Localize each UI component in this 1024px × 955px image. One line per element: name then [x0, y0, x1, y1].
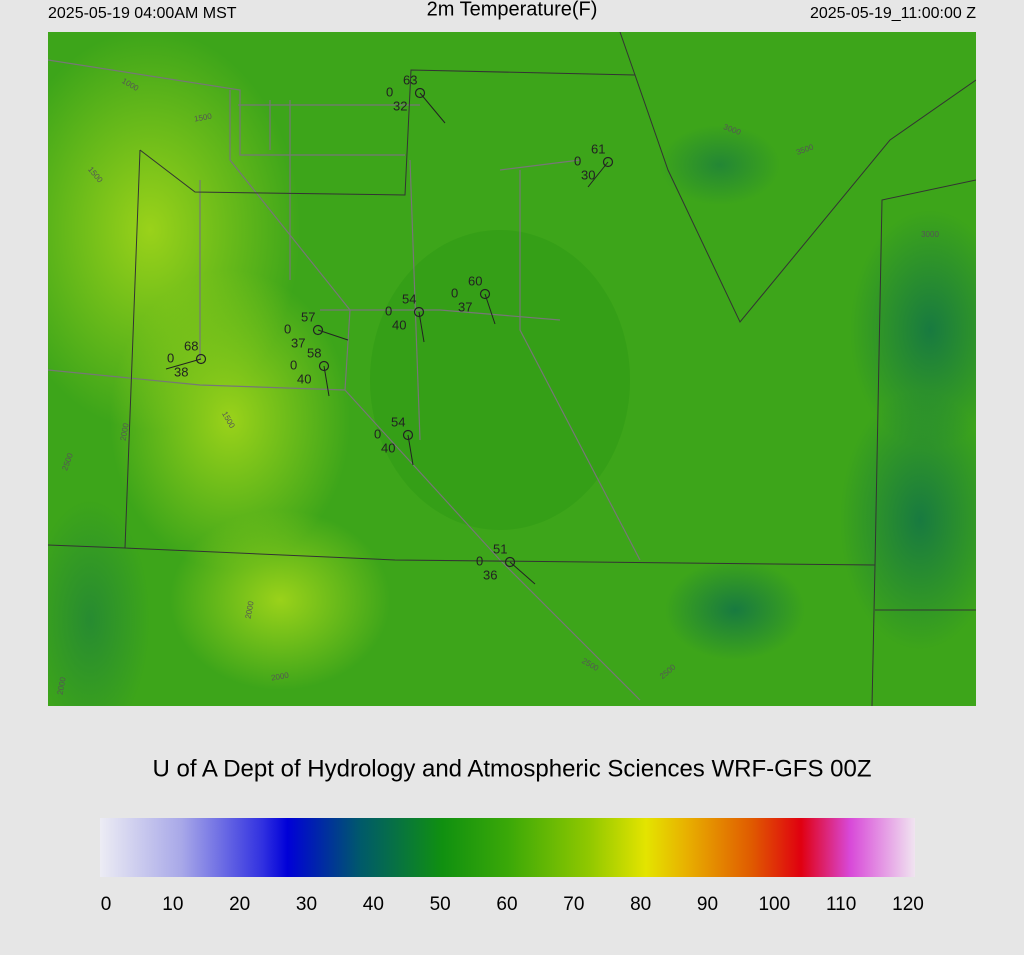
cloud-cover: 0: [386, 84, 393, 99]
cloud-cover: 0: [476, 553, 483, 568]
dewpoint: 38: [174, 364, 188, 379]
dewpoint: 36: [483, 567, 497, 582]
cloud-cover: 0: [290, 357, 297, 372]
station-marker: [195, 353, 207, 365]
dewpoint: 40: [381, 440, 395, 455]
station-marker: [414, 87, 426, 99]
temperature: 63: [403, 72, 417, 87]
cloud-cover: 0: [167, 350, 174, 365]
station-marker: [312, 324, 324, 336]
temperature: 58: [307, 345, 321, 360]
station-marker: [504, 556, 516, 568]
temperature: 57: [301, 309, 315, 324]
dewpoint: 32: [393, 98, 407, 113]
colorbar-tick-label: 20: [229, 894, 250, 915]
colorbar-tick-label: 50: [430, 894, 451, 915]
dewpoint: 37: [458, 299, 472, 314]
wind-barb: [587, 161, 609, 188]
colorbar-tick-label: 40: [363, 894, 384, 915]
colorbar: [100, 818, 915, 877]
colorbar-tick-label: 60: [496, 894, 517, 915]
contour-label: 3000: [921, 230, 939, 239]
temperature: 54: [391, 414, 405, 429]
cloud-cover: 0: [451, 285, 458, 300]
wind-barb: [165, 358, 202, 370]
map-area: [48, 32, 976, 706]
cloud-cover: 0: [374, 426, 381, 441]
station-marker: [318, 360, 330, 372]
valid-time: 2025-05-19_11:00:00 Z: [810, 5, 976, 22]
map-title: 2m Temperature(F): [427, 0, 598, 20]
colorbar-tick-label: 120: [892, 894, 924, 915]
footer-credit: U of A Dept of Hydrology and Atmospheric…: [153, 755, 872, 782]
contour-label: 2000: [119, 422, 131, 442]
contour-label: 2000: [270, 671, 290, 683]
wind-barb: [484, 293, 496, 325]
station-marker: [602, 156, 614, 168]
colorbar-tick-label: 90: [697, 894, 718, 915]
temperature: 51: [493, 541, 507, 556]
temperature: 54: [402, 291, 416, 306]
dewpoint: 40: [297, 371, 311, 386]
colorbar-tick-label: 80: [630, 894, 651, 915]
colorbar-tick-label: 10: [162, 894, 183, 915]
colorbar-tick-label: 30: [296, 894, 317, 915]
colorbar-tick-label: 70: [563, 894, 584, 915]
dewpoint: 40: [392, 317, 406, 332]
dewpoint: 30: [581, 167, 595, 182]
contour-label: 2000: [56, 676, 68, 696]
contour-label: 2000: [244, 600, 256, 620]
local-time: 2025-05-19 04:00AM MST: [48, 5, 237, 22]
colorbar-tick-label: 100: [758, 894, 790, 915]
wind-barb: [509, 561, 536, 585]
dewpoint: 37: [291, 335, 305, 350]
station-marker: [413, 306, 425, 318]
colorbar-tick-label: 0: [101, 894, 112, 915]
contour-label: 1500: [193, 112, 213, 124]
temperature: 68: [184, 338, 198, 353]
temperature: 61: [591, 141, 605, 156]
colorbar-tick-label: 110: [826, 894, 856, 915]
wind-barb: [317, 329, 349, 341]
station-marker: [479, 288, 491, 300]
cloud-cover: 0: [574, 153, 581, 168]
station-marker: [402, 429, 414, 441]
cloud-cover: 0: [284, 321, 291, 336]
temperature: 60: [468, 273, 482, 288]
wind-barb: [419, 92, 446, 124]
cloud-cover: 0: [385, 303, 392, 318]
